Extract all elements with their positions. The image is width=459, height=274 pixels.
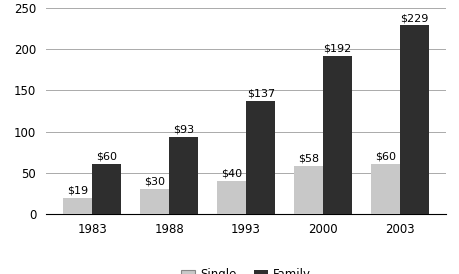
- Text: $137: $137: [246, 89, 274, 99]
- Text: $192: $192: [323, 44, 351, 53]
- Text: $30: $30: [144, 177, 165, 187]
- Bar: [322, 56, 352, 214]
- Text: $40: $40: [220, 169, 241, 178]
- Legend: Single, Family: Single, Family: [176, 264, 315, 274]
- Bar: [216, 181, 246, 214]
- Text: $60: $60: [374, 152, 395, 162]
- Bar: [246, 101, 275, 214]
- Bar: [399, 25, 428, 214]
- Text: $60: $60: [96, 152, 117, 162]
- Text: $19: $19: [67, 186, 88, 196]
- Bar: [169, 137, 198, 214]
- Text: $58: $58: [297, 154, 318, 164]
- Text: $93: $93: [173, 125, 194, 135]
- Bar: [140, 189, 169, 214]
- Bar: [370, 164, 399, 214]
- Bar: [63, 198, 92, 214]
- Bar: [92, 164, 121, 214]
- Bar: [293, 166, 322, 214]
- Text: $229: $229: [400, 13, 428, 23]
